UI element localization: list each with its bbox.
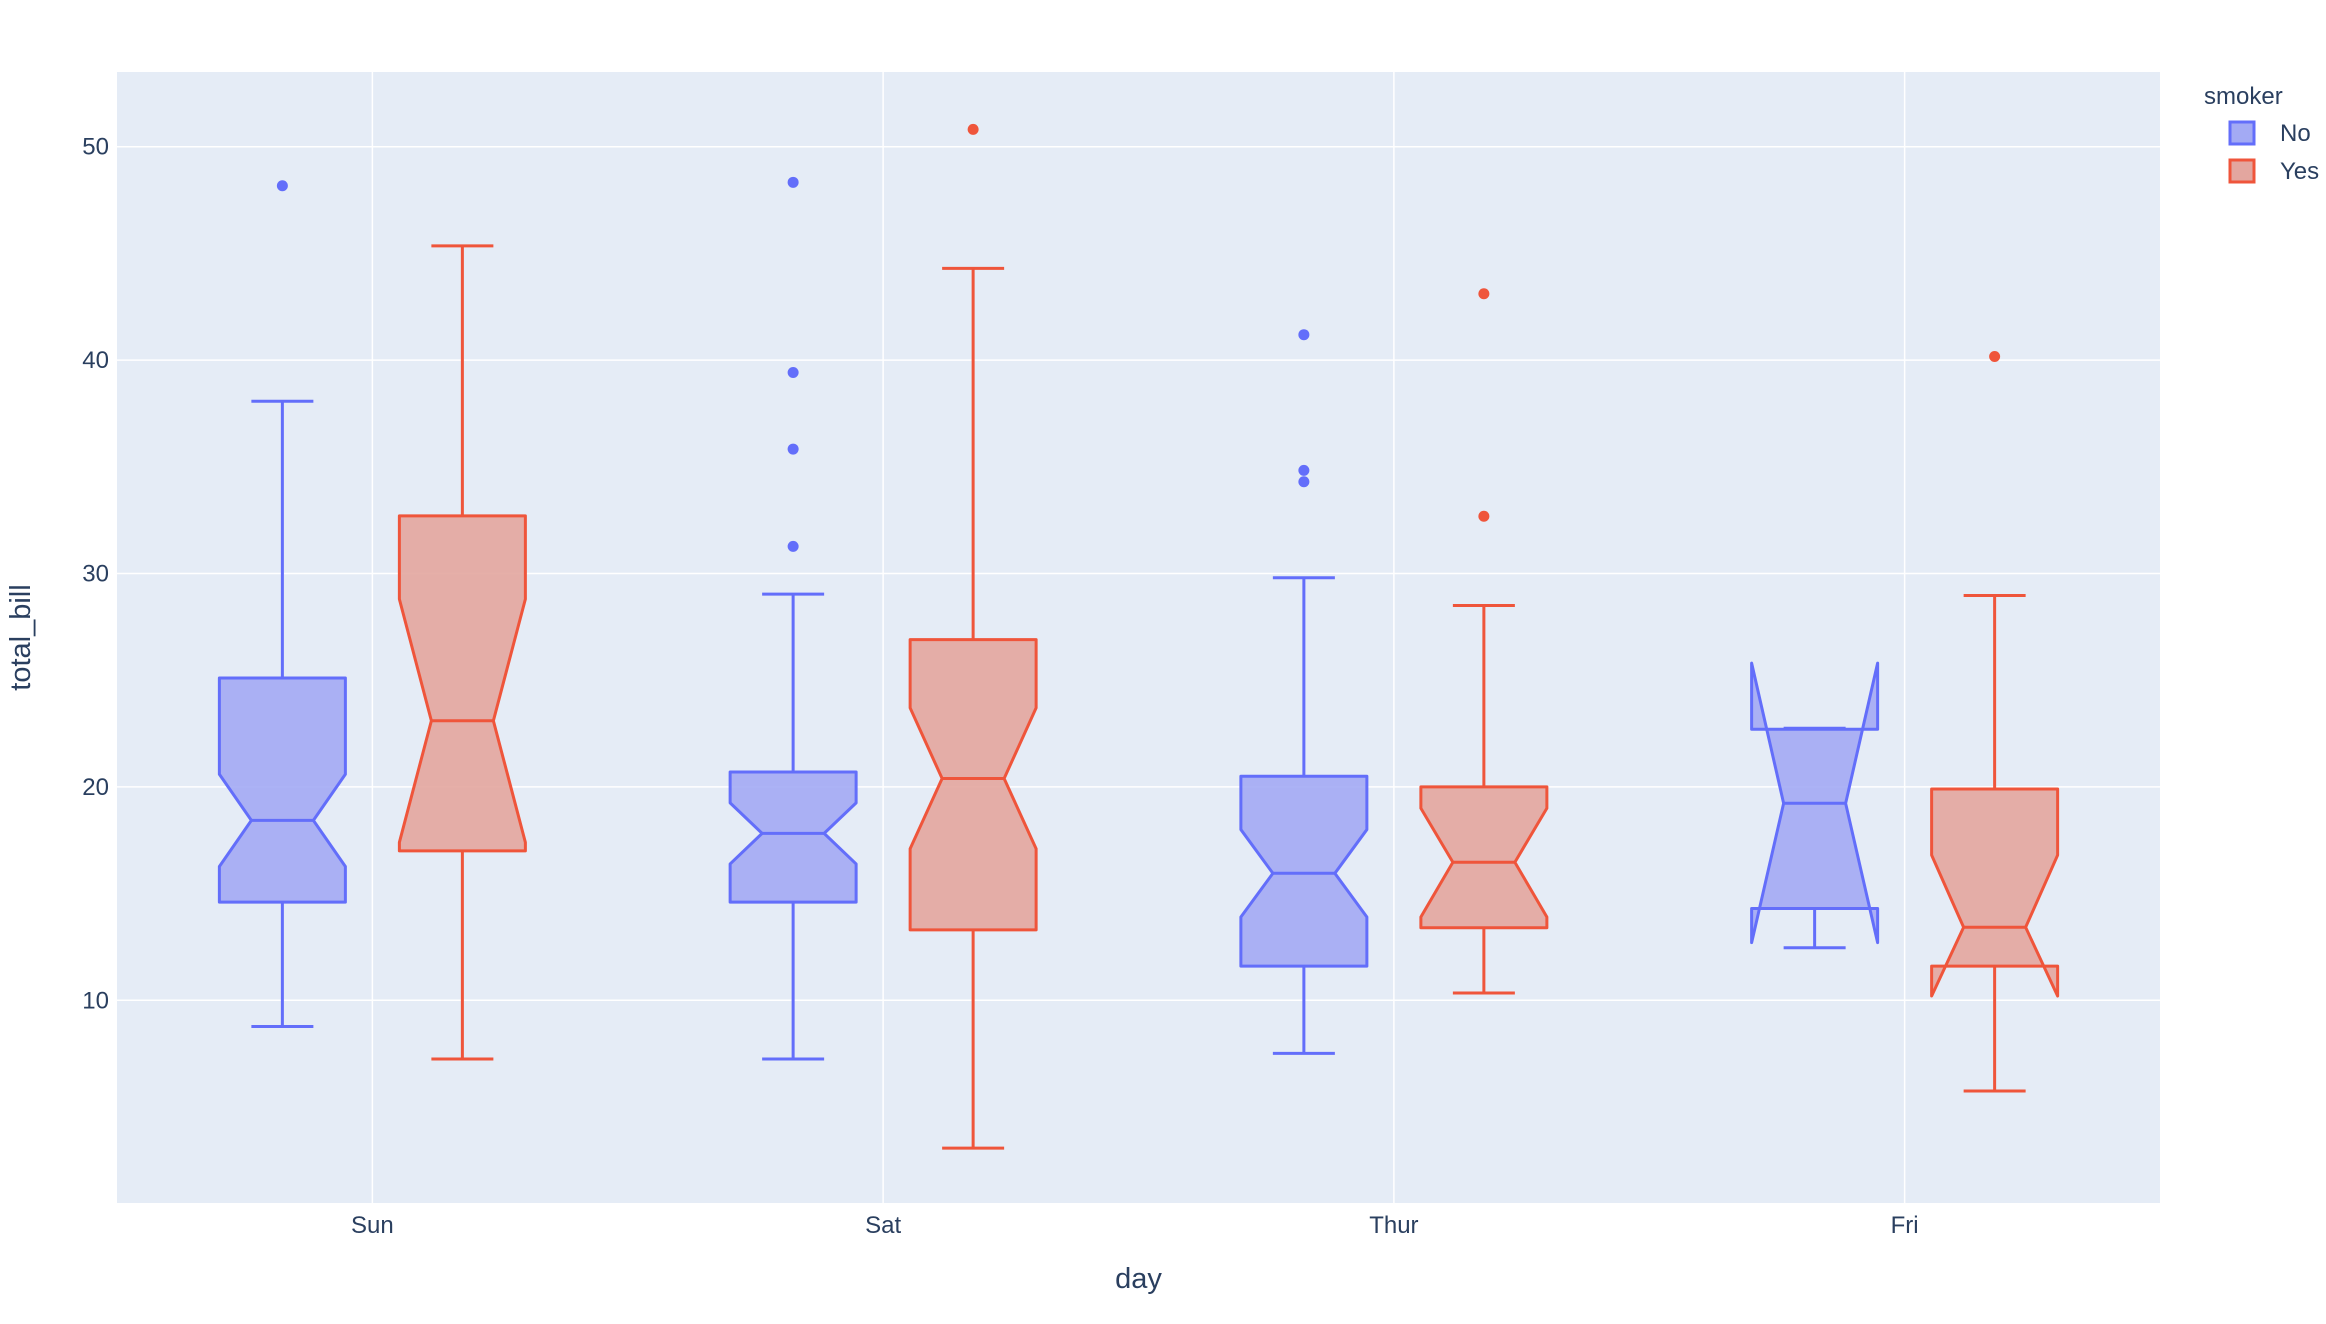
y-tick-label: 10 bbox=[82, 987, 109, 1014]
box-no-fri bbox=[1750, 661, 1880, 950]
y-tick-labels: 10 20 30 40 50 bbox=[82, 134, 109, 1015]
box-body bbox=[1419, 785, 1549, 930]
outlier-point bbox=[1298, 476, 1310, 488]
box-yes-sun bbox=[397, 244, 527, 1061]
box-body bbox=[1239, 774, 1369, 968]
x-tick-label: Sat bbox=[865, 1212, 901, 1239]
x-tick-label: Sun bbox=[351, 1212, 394, 1239]
outlier-point bbox=[787, 443, 799, 455]
legend-swatch bbox=[2228, 158, 2256, 184]
box-body bbox=[728, 770, 858, 904]
box-body bbox=[1930, 787, 2060, 998]
outlier-point bbox=[787, 366, 799, 378]
outlier-point bbox=[1298, 464, 1310, 476]
x-tick-label: Thur bbox=[1369, 1212, 1418, 1239]
legend-item-no[interactable]: No bbox=[2228, 120, 2311, 147]
outlier-point bbox=[787, 540, 799, 552]
legend-label: No bbox=[2280, 120, 2311, 147]
box-no-sat bbox=[728, 176, 858, 1061]
box-no-thur bbox=[1239, 329, 1369, 1055]
y-tick-label: 20 bbox=[82, 774, 109, 801]
outlier-point bbox=[787, 176, 799, 188]
box-body bbox=[217, 676, 347, 904]
legend-title: smoker bbox=[2204, 83, 2283, 110]
outlier-point bbox=[967, 123, 979, 135]
box-yes-thur bbox=[1419, 288, 1549, 995]
box-no-sun bbox=[217, 180, 347, 1029]
legend-swatch bbox=[2228, 120, 2256, 146]
y-tick-label: 30 bbox=[82, 560, 109, 587]
legend-item-yes[interactable]: Yes bbox=[2228, 158, 2319, 185]
box-yes-sat bbox=[908, 123, 1038, 1150]
outlier-point bbox=[1478, 288, 1490, 300]
y-tick-label: 40 bbox=[82, 347, 109, 374]
y-tick-label: 50 bbox=[82, 134, 109, 161]
outlier-point bbox=[276, 180, 288, 192]
legend-label: Yes bbox=[2280, 158, 2319, 185]
box-traces bbox=[217, 123, 2060, 1150]
x-tick-labels: Sun Sat Thur Fri bbox=[351, 1212, 1919, 1239]
box-body bbox=[908, 638, 1038, 932]
y-axis-title: total_bill bbox=[5, 584, 37, 690]
legend: smoker No Yes bbox=[2204, 83, 2319, 185]
outlier-point bbox=[1989, 350, 2001, 362]
outlier-point bbox=[1298, 329, 1310, 341]
x-axis-title: day bbox=[1115, 1263, 1162, 1295]
x-tick-label: Fri bbox=[1891, 1212, 1919, 1239]
outlier-point bbox=[1478, 510, 1490, 522]
box-yes-fri bbox=[1930, 350, 2060, 1093]
box-body bbox=[397, 514, 527, 853]
